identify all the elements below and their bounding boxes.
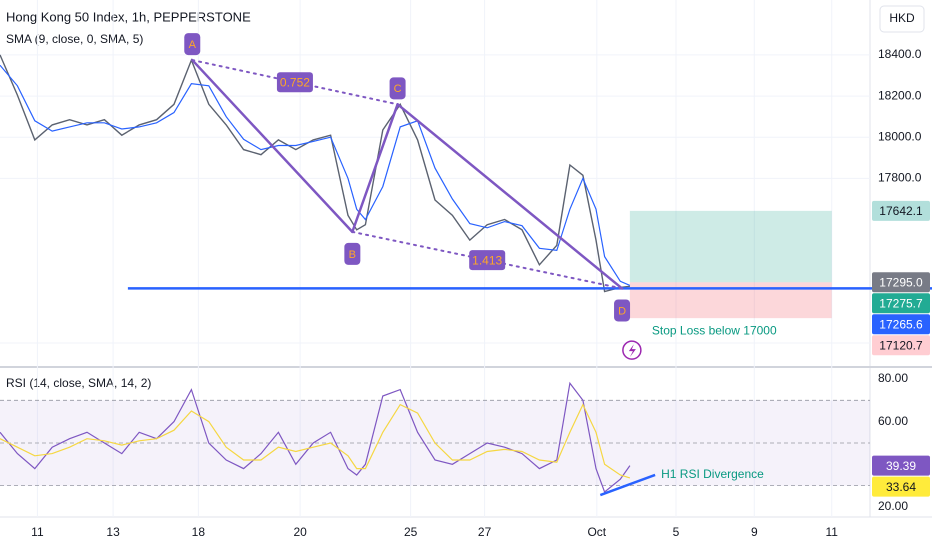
price-tag-label: 17642.1 — [879, 204, 923, 218]
point-box — [344, 242, 361, 265]
legend-rsi: RSI (14, close, SMA, 14, 2) — [6, 376, 151, 390]
x-tick-label: 11 — [825, 525, 838, 539]
divergence-label: H1 RSI Divergence — [661, 467, 764, 481]
note: Stop Loss below 17000 — [652, 323, 777, 337]
point-label: B — [349, 249, 356, 261]
price-tag — [872, 455, 930, 476]
divergence-line — [599, 473, 656, 497]
currency-box[interactable] — [879, 5, 925, 33]
chart-title: Hong Kong 50 Index, 1h, PEPPERSTONE — [6, 9, 251, 24]
pattern-leg — [191, 58, 354, 234]
y-tick-label: 18000.0 — [878, 129, 922, 143]
price-tag — [872, 200, 930, 221]
y-tick-label: 20.00 — [878, 499, 908, 513]
pattern-leg — [396, 103, 624, 290]
point-label: A — [189, 39, 197, 51]
price-tag — [872, 476, 930, 497]
alert-bolt — [628, 344, 636, 358]
pattern-leg — [351, 103, 399, 234]
price-tag — [872, 272, 930, 293]
average-line — [0, 403, 631, 479]
alert-icon — [622, 340, 642, 360]
currency: HKD — [889, 11, 915, 25]
price-tag — [872, 293, 930, 314]
price-tag-label: 17265.6 — [879, 317, 923, 331]
x-tick-label: 18 — [192, 525, 206, 539]
x-tick-label: 27 — [478, 525, 492, 539]
x-tick-label: 5 — [673, 525, 680, 539]
x-tick-label: 11 — [31, 525, 44, 539]
point-label: C — [394, 83, 402, 95]
price-tag — [872, 314, 930, 335]
y-tick-label: 80.00 — [878, 371, 908, 385]
point-box — [614, 299, 631, 322]
x-tick-label: 9 — [751, 525, 758, 539]
x-tick-label: 25 — [404, 525, 418, 539]
main-line — [0, 54, 630, 293]
price-tag-label: 17295.0 — [879, 275, 923, 289]
price-tag-label: 17120.7 — [879, 338, 923, 352]
price-tag-label: 17275.7 — [879, 296, 923, 310]
ratio-box — [469, 250, 506, 271]
y-tick-label: 17800.0 — [878, 171, 922, 185]
price-tag — [872, 335, 930, 356]
point-box — [184, 33, 201, 56]
point-label: D — [618, 305, 626, 317]
ratio-label: 0.752 — [280, 75, 310, 89]
ratio-label: 1.413 — [472, 253, 502, 267]
x-tick-label: Oct — [587, 525, 606, 539]
x-tick-label: 20 — [293, 525, 307, 539]
main-line — [0, 381, 631, 493]
ratio-box — [276, 72, 313, 93]
target-zone — [629, 210, 832, 283]
x-tick-label: 13 — [106, 525, 120, 539]
average-line — [0, 64, 631, 286]
y-tick-label: 60.00 — [878, 414, 908, 428]
y-tick-label: 18400.0 — [878, 47, 922, 61]
legend-sma: SMA (9, close, 0, SMA, 5) — [6, 32, 143, 46]
price-tag-label: 33.64 — [886, 480, 916, 494]
y-tick-label: 18200.0 — [878, 88, 922, 102]
price-tag-label: 39.39 — [886, 459, 916, 473]
point-box — [389, 77, 406, 100]
